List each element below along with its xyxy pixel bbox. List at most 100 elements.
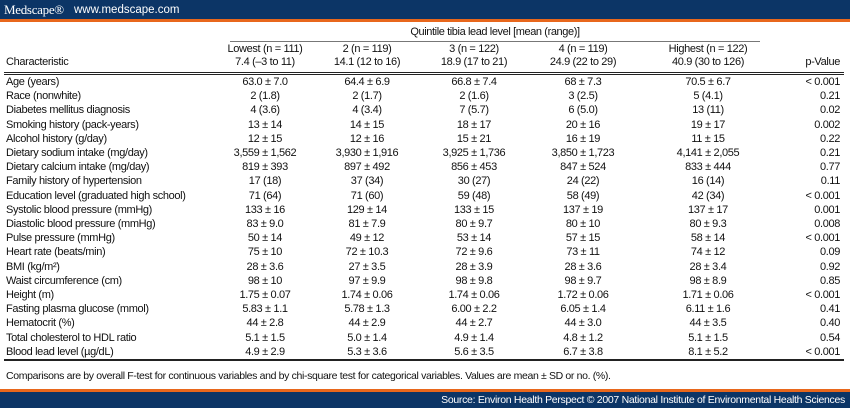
p-value: 0.54 [819, 331, 840, 344]
cell-value: 53 ± 14 [456, 232, 492, 245]
table-row: Alcohol history (g/day) 12 ± 15 12 ± 16 15 … [4, 132, 844, 146]
cell-value: 80 ± 10 [565, 218, 601, 231]
cell-value: 44 ± 2.9 [348, 317, 386, 330]
row-label: Height (m) [6, 289, 54, 302]
row-label: Family history of hypertension [6, 175, 142, 188]
cell-value: 4,141 ± 2,055 [676, 147, 740, 160]
cell-value: 75 ± 10 [247, 246, 283, 259]
data-table: Lowest (n = 111) 2 (n = 119) 3 (n = 122)… [4, 43, 844, 362]
p-value: 0.09 [819, 246, 840, 259]
row-label: BMI (kg/m²) [6, 260, 60, 273]
table-row: Education level (graduated high school) 7… [4, 189, 844, 203]
cell-value: 6 (5.0) [568, 104, 598, 117]
cell-value: 12 ± 16 [349, 132, 385, 145]
p-value: 0.002 [814, 118, 840, 131]
cell-value: 2 (1.8) [250, 90, 280, 103]
cell-value: 3,925 ± 1,736 [442, 147, 506, 160]
row-label: Diastolic blood pressure (mmHg) [6, 218, 156, 231]
cell-value: 4 (3.6) [250, 104, 280, 117]
cell-value: 98 ± 10 [247, 274, 283, 287]
cell-value: 19 ± 17 [690, 118, 726, 131]
p-value: 0.21 [819, 147, 840, 160]
footer-bar: Source: Environ Health Perspect © 2007 N… [0, 389, 850, 408]
cell-value: 73 ± 11 [566, 246, 600, 259]
col-header-lowest: Lowest (n = 111) [227, 43, 303, 55]
row-label: Diabetes mellitus diagnosis [6, 104, 130, 117]
cell-value: 58 (49) [566, 189, 600, 202]
cell-value: 70.5 ± 6.7 [685, 76, 731, 88]
cell-value: 74 ± 12 [690, 246, 726, 259]
cell-value: 80 ± 9.3 [689, 218, 727, 231]
table-row: Blood lead level (µg/dL) 4.9 ± 2.9 5.3 ± 3… [4, 344, 844, 362]
cell-value: 44 ± 3.0 [564, 317, 602, 330]
p-value: 0.40 [819, 317, 840, 330]
cell-value: 63.0 ± 7.0 [242, 76, 288, 88]
cell-value: 28 ± 3.4 [689, 260, 727, 273]
cell-value: 897 ± 492 [344, 161, 390, 174]
cell-value: 24 (22) [566, 175, 600, 188]
cell-value: 14 ± 15 [349, 118, 385, 131]
table-row: BMI (kg/m²) 28 ± 3.6 27 ± 3.5 28 ± 3.9 28 ± … [4, 260, 844, 274]
table-row: Dietary calcium intake (mg/day) 819 ± 393… [4, 160, 844, 174]
col-range-2: 14.1 (12 to 16) [314, 56, 420, 75]
table-body: Age (years) 63.0 ± 7.0 64.4 ± 6.9 66.8 ± 7.… [4, 74, 844, 362]
col-range-4: 24.9 (22 to 29) [528, 56, 638, 75]
row-label: Waist circumference (cm) [6, 274, 122, 287]
cell-value: 27 ± 3.5 [348, 260, 386, 273]
row-label: Heart rate (beats/min) [6, 246, 106, 259]
p-value: < 0.001 [805, 232, 840, 245]
cell-value: 2 (1.6) [459, 90, 489, 103]
header-row-1: Lowest (n = 111) 2 (n = 119) 3 (n = 122)… [4, 43, 844, 56]
table-row: Dietary sodium intake (mg/day) 3,559 ± 1,… [4, 146, 844, 160]
p-value: 0.02 [819, 104, 840, 117]
cell-value: 37 (34) [350, 175, 384, 188]
site-url[interactable]: www.medscape.com [74, 4, 180, 16]
p-value: < 0.001 [805, 189, 840, 202]
row-label: Dietary calcium intake (mg/day) [6, 161, 150, 174]
cell-value: 66.8 ± 7.4 [451, 76, 497, 88]
row-label: Pulse pressure (mmHg) [6, 232, 115, 245]
table-row: Total cholesterol to HDL ratio 5.1 ± 1.5 5… [4, 331, 844, 345]
cell-value: 72 ± 10.3 [345, 246, 389, 259]
medscape-logo[interactable]: Medscape® [4, 2, 64, 17]
table-row: Systolic blood pressure (mmHg) 133 ± 16 12… [4, 203, 844, 217]
cell-value: 6.00 ± 2.2 [451, 303, 497, 316]
cell-value: 98 ± 9.7 [564, 274, 602, 287]
table-row: Age (years) 63.0 ± 7.0 64.4 ± 6.9 66.8 ± 7.… [4, 74, 844, 90]
cell-value: 97 ± 9.9 [348, 274, 386, 287]
col-range-3: 18.9 (17 to 21) [420, 56, 528, 75]
table-row: Diabetes mellitus diagnosis 4 (3.6) 4 (3.4… [4, 103, 844, 117]
cell-value: 5.1 ± 1.5 [245, 331, 285, 344]
cell-value: 13 (11) [692, 104, 724, 117]
cell-value: 44 ± 2.7 [455, 317, 493, 330]
cell-value: 847 ± 524 [560, 161, 606, 174]
cell-value: 5.0 ± 1.4 [347, 331, 387, 344]
characteristic-header: Characteristic [4, 56, 216, 75]
p-value: 0.85 [819, 274, 840, 287]
cell-value: 8.1 ± 5.2 [638, 344, 778, 362]
table-row: Height (m) 1.75 ± 0.07 1.74 ± 0.06 1.74 ± 0… [4, 288, 844, 302]
cell-value: 11 ± 15 [691, 132, 725, 145]
cell-value: 15 ± 21 [456, 132, 492, 145]
cell-value: 6.05 ± 1.4 [560, 303, 606, 316]
cell-value: 5 (4.1) [693, 90, 723, 103]
cell-value: 42 (34) [691, 189, 725, 202]
cell-value: 20 ± 16 [565, 118, 601, 131]
row-label: Blood lead level (µg/dL) [4, 344, 216, 362]
header-bar: Medscape® www.medscape.com [0, 0, 850, 22]
cell-value: 5.83 ± 1.1 [242, 303, 288, 316]
cell-value: 98 ± 8.9 [689, 274, 727, 287]
cell-value: 6.11 ± 1.6 [685, 303, 731, 316]
header-spacer [4, 43, 216, 56]
cell-value: 3,850 ± 1,723 [551, 147, 615, 160]
cell-value: 28 ± 3.6 [246, 260, 284, 273]
p-value: < 0.001 [778, 344, 844, 362]
col-range-lowest: 7.4 (–3 to 11) [216, 56, 314, 75]
row-label: Dietary sodium intake (mg/day) [6, 147, 148, 160]
col-header-4: 4 (n = 119) [558, 43, 608, 55]
cell-value: 28 ± 3.6 [564, 260, 602, 273]
p-value: 0.22 [819, 132, 840, 145]
cell-value: 68 ± 7.3 [564, 76, 602, 88]
cell-value: 4.9 ± 1.4 [454, 331, 494, 344]
cell-value: 133 ± 16 [245, 203, 285, 216]
